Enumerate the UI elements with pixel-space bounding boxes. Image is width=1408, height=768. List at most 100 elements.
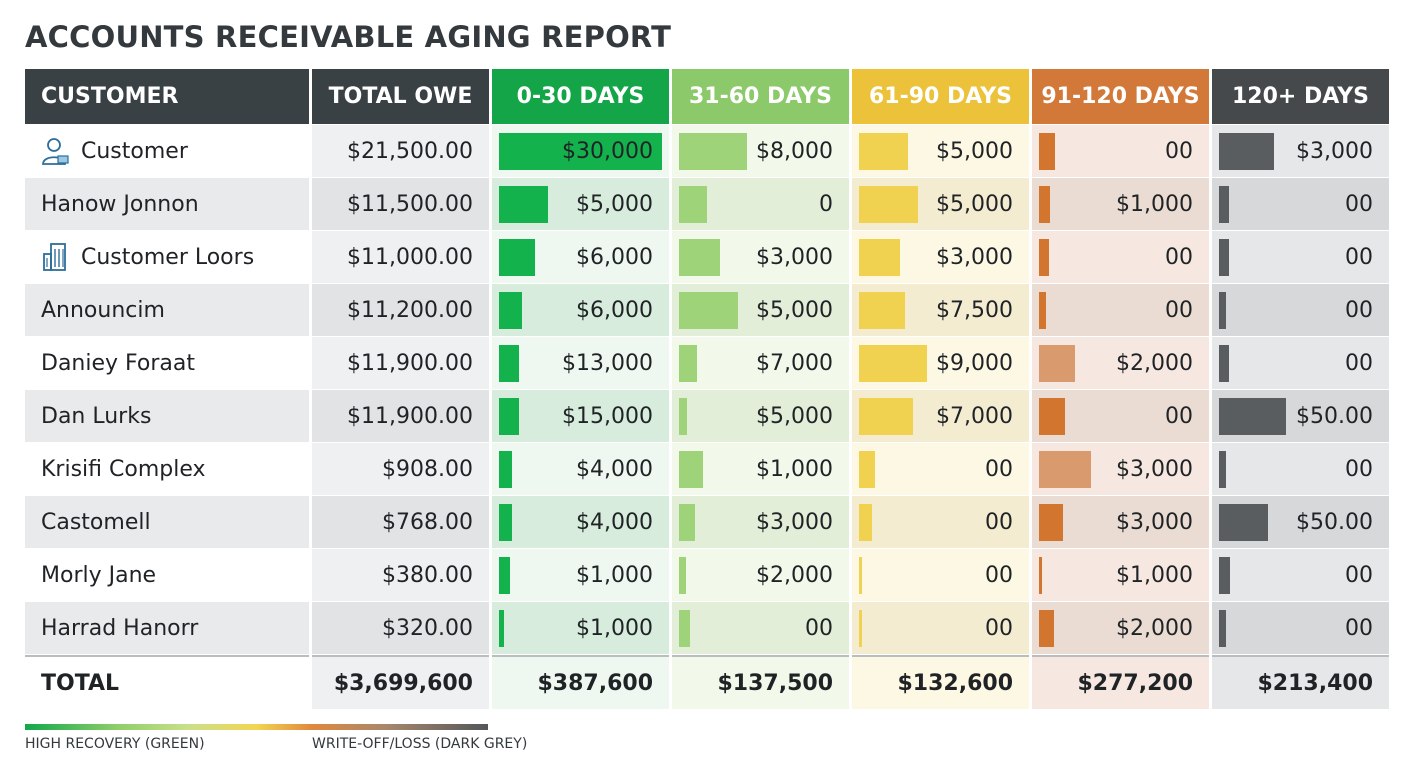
- aging-bar-b1: [499, 557, 510, 594]
- aging-cell-b1: $13,000: [492, 337, 669, 390]
- amount-value: $1,000: [576, 615, 653, 641]
- customer-name: Dan Lurks: [41, 403, 152, 429]
- customer-cell: Harrad Hanorr: [25, 602, 309, 655]
- aging-cell-b2: 0: [672, 178, 849, 231]
- amount-value: $11,200.00: [347, 297, 473, 323]
- aging-bar-b5: [1219, 557, 1230, 594]
- aging-bar-b5: [1219, 398, 1286, 435]
- report-title: ACCOUNTS RECEIVABLE AGING REPORT: [25, 20, 672, 54]
- amount-value: $2,000: [756, 562, 833, 588]
- aging-cell-b2: $5,000: [672, 390, 849, 443]
- aging-bar-b3: [859, 133, 908, 170]
- aging-bar-b5: [1219, 504, 1268, 541]
- amount-value: 00: [1345, 297, 1373, 323]
- amount-value: $2,000: [1116, 350, 1193, 376]
- total-owe-cell: $320.00: [312, 602, 489, 655]
- amount-value: 00: [985, 509, 1013, 535]
- customer-name: Customer Loors: [81, 244, 255, 270]
- aging-cell-b3: $9,000: [852, 337, 1029, 390]
- aging-bar-b3: [859, 186, 918, 223]
- amount-value: $11,900.00: [347, 403, 473, 429]
- customer-cell: Daniey Foraat: [25, 337, 309, 390]
- amount-value: $3,000: [756, 244, 833, 270]
- aging-cell-b1: $30,000: [492, 125, 669, 178]
- customer-name: Daniey Foraat: [41, 350, 195, 376]
- totals-b4: $277,200: [1032, 655, 1209, 710]
- customer-cell: Dan Lurks: [25, 390, 309, 443]
- customer-cell: Krisifi Complex: [25, 443, 309, 496]
- amount-value: $5,000: [936, 138, 1013, 164]
- aging-bar-b4: [1039, 504, 1063, 541]
- totals-b3: $132,600: [852, 655, 1029, 710]
- totals-value: $213,400: [1257, 670, 1373, 696]
- header-customer: CUSTOMER: [25, 69, 309, 125]
- amount-value: $768.00: [382, 509, 473, 535]
- aging-bar-b3: [859, 239, 900, 276]
- aging-cell-b2: $1,000: [672, 443, 849, 496]
- header-b2: 31-60 DAYS: [672, 69, 849, 125]
- aging-cell-b5: 00: [1212, 178, 1389, 231]
- aging-bar-b2: [679, 451, 703, 488]
- amount-value: 00: [1345, 562, 1373, 588]
- aging-cell-b2: $3,000: [672, 496, 849, 549]
- amount-value: 00: [1165, 244, 1193, 270]
- totals-total: $3,699,600: [312, 655, 489, 710]
- total-owe-cell: $11,900.00: [312, 390, 489, 443]
- amount-value: 0: [819, 191, 833, 217]
- amount-value: $1,000: [1116, 191, 1193, 217]
- amount-value: $2,000: [1116, 615, 1193, 641]
- aging-cell-b4: $1,000: [1032, 178, 1209, 231]
- aging-bar-b2: [679, 610, 690, 647]
- aging-cell-b1: $1,000: [492, 549, 669, 602]
- amount-value: 00: [1345, 615, 1373, 641]
- aging-cell-b5: 00: [1212, 337, 1389, 390]
- customer-cell: Customer Loors: [25, 231, 309, 284]
- totals-value: $387,600: [537, 670, 653, 696]
- aging-cell-b2: $8,000: [672, 125, 849, 178]
- header-b4: 91-120 DAYS: [1032, 69, 1209, 125]
- aging-bar-b1: [499, 133, 662, 170]
- aging-cell-b4: $1,000: [1032, 549, 1209, 602]
- amount-value: $1,000: [576, 562, 653, 588]
- aging-cell-b4: $2,000: [1032, 337, 1209, 390]
- aging-bar-b4: [1039, 292, 1046, 329]
- customer-name: Announcim: [41, 297, 165, 323]
- person-icon: [41, 136, 71, 166]
- aging-cell-b1: $6,000: [492, 284, 669, 337]
- aging-bar-b2: [679, 133, 747, 170]
- customer-name: Harrad Hanorr: [41, 615, 199, 641]
- total-owe-cell: $380.00: [312, 549, 489, 602]
- amount-value: $5,000: [936, 191, 1013, 217]
- total-owe-cell: $908.00: [312, 443, 489, 496]
- amount-value: $4,000: [576, 456, 653, 482]
- aging-bar-b4: [1039, 557, 1042, 594]
- aging-cell-b5: 00: [1212, 284, 1389, 337]
- amount-value: $3,000: [1116, 456, 1193, 482]
- amount-value: $7,500: [936, 297, 1013, 323]
- aging-cell-b3: 00: [852, 602, 1029, 655]
- totals-b5: $213,400: [1212, 655, 1389, 710]
- aging-bar-b2: [679, 504, 695, 541]
- amount-value: $9,000: [936, 350, 1013, 376]
- aging-bar-b4: [1039, 451, 1091, 488]
- building-icon: [41, 242, 71, 272]
- aging-bar-b5: [1219, 133, 1274, 170]
- customer-name: Castomell: [41, 509, 151, 535]
- amount-value: 00: [985, 456, 1013, 482]
- aging-cell-b3: 00: [852, 549, 1029, 602]
- aging-bar-b3: [859, 504, 872, 541]
- header-b5: 120+ DAYS: [1212, 69, 1389, 125]
- aging-cell-b5: $3,000: [1212, 125, 1389, 178]
- aging-cell-b2: $2,000: [672, 549, 849, 602]
- aging-bar-b4: [1039, 133, 1055, 170]
- aging-bar-b1: [499, 239, 535, 276]
- aging-cell-b3: 00: [852, 443, 1029, 496]
- totals-b2: $137,500: [672, 655, 849, 710]
- aging-cell-b2: $7,000: [672, 337, 849, 390]
- aging-bar-b4: [1039, 239, 1049, 276]
- aging-cell-b5: 00: [1212, 602, 1389, 655]
- amount-value: 00: [985, 562, 1013, 588]
- aging-cell-b4: 00: [1032, 284, 1209, 337]
- aging-bar-b3: [859, 557, 862, 594]
- aging-bar-b2: [679, 292, 738, 329]
